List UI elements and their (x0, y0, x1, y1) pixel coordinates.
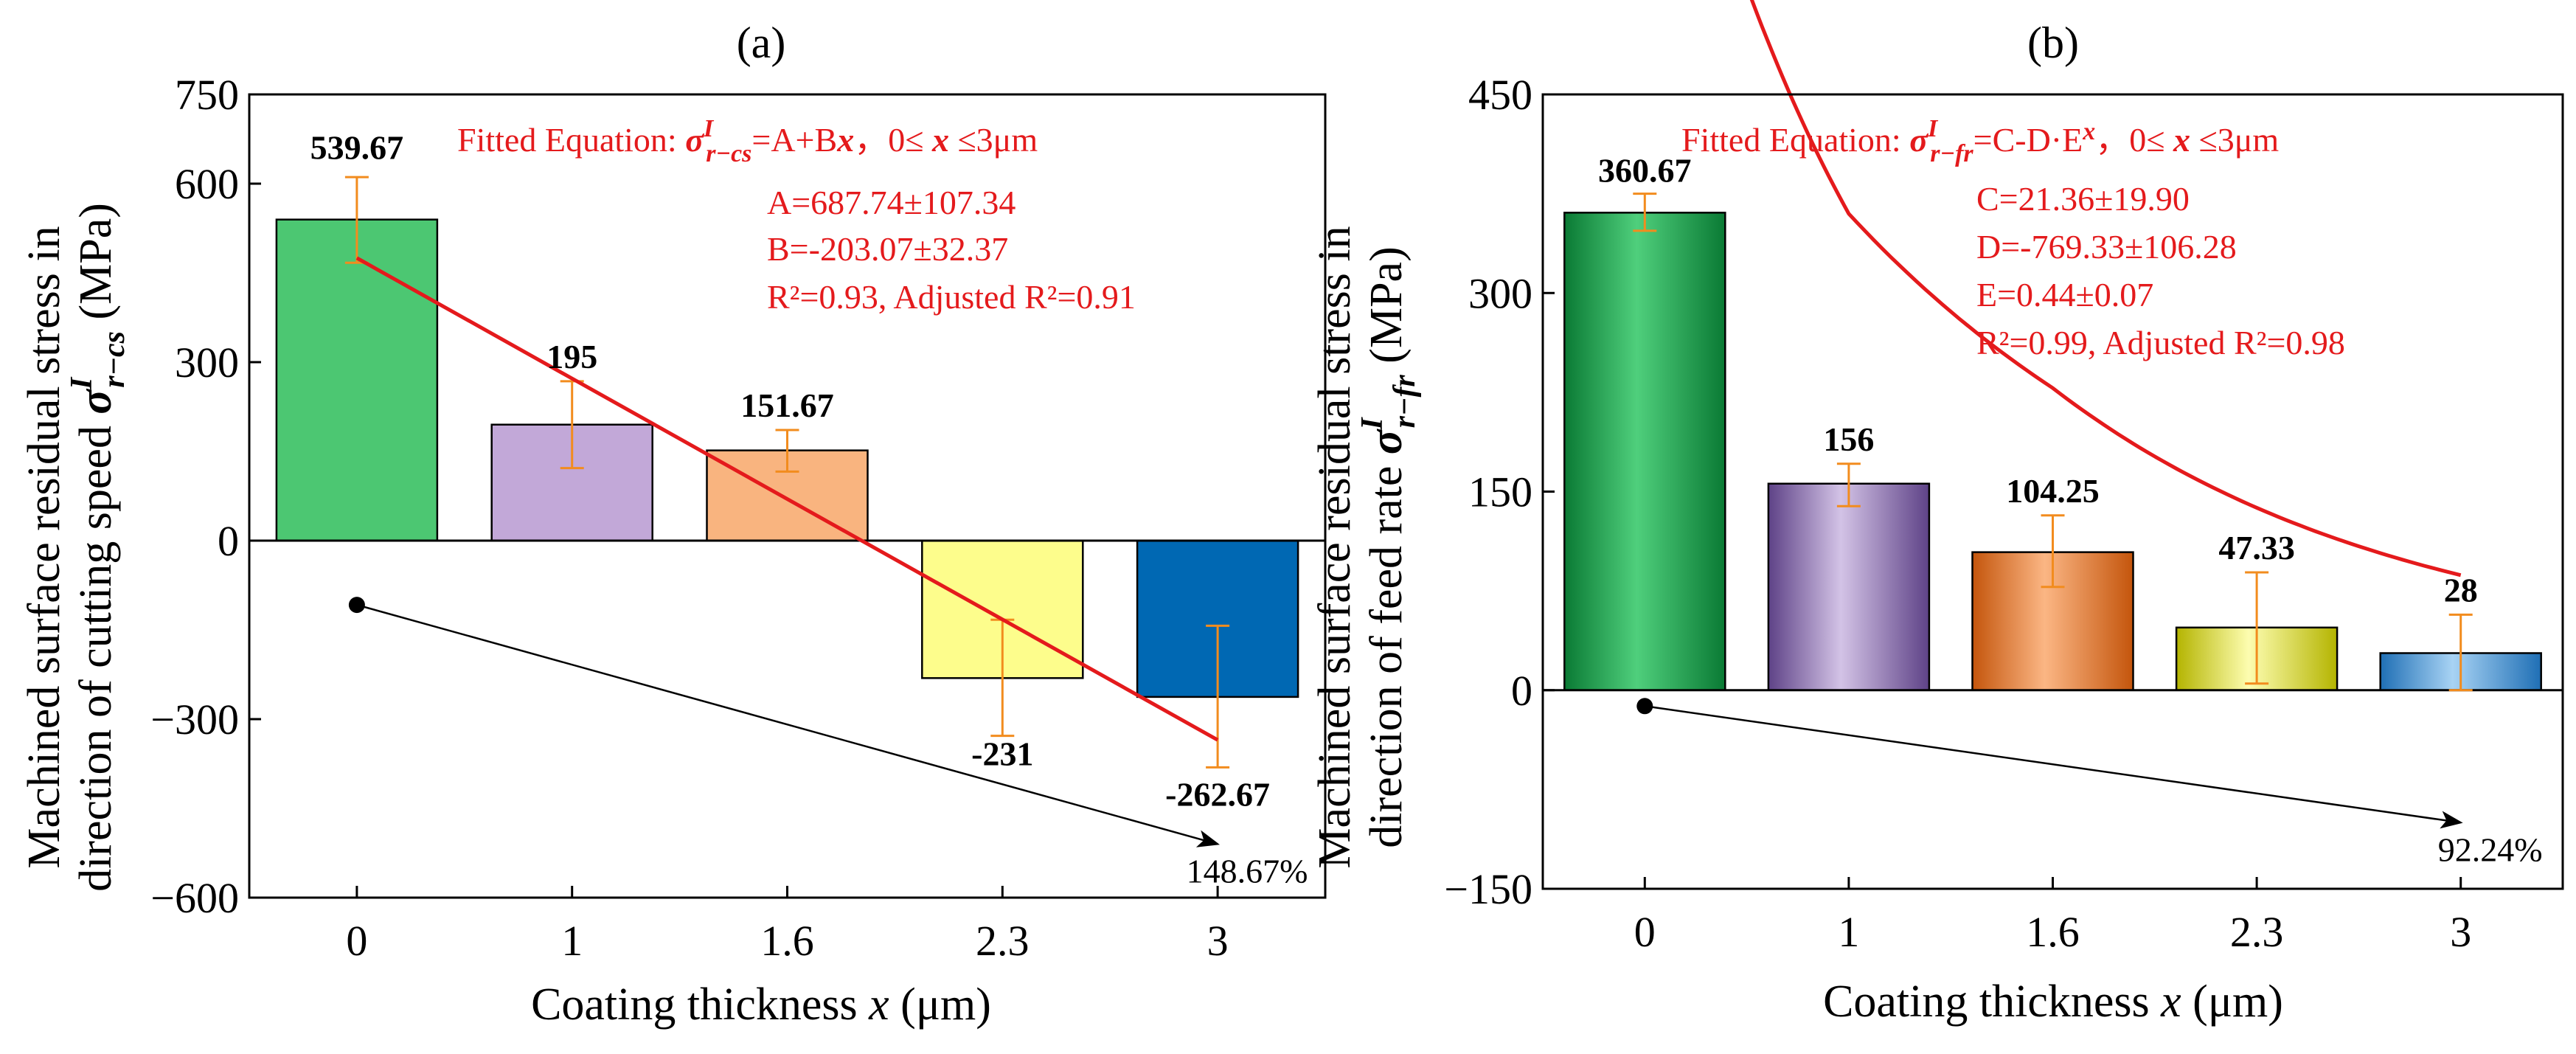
y-tick-label: −300 (150, 696, 239, 743)
x-tick-label: 2.3 (2230, 908, 2284, 956)
error-bar (2448, 613, 2473, 692)
reduction-percent-label: 148.67% (1187, 852, 1308, 890)
panel-b-y-ticks: 450 300 150 0 −150 (1444, 71, 1555, 913)
panel-b-equation-line1: Fitted Equation: σI r−fr=C-D·Ex，0≤ x ≤3μm (1681, 115, 2279, 167)
panel-b-label: (b) (2027, 18, 2079, 67)
arrow-line (1645, 705, 2463, 829)
panel-a-ylabel-line1: Machined surface residual stress in (19, 226, 69, 868)
panel-a-label: (a) (737, 18, 786, 67)
x-tick-label: 2.3 (976, 917, 1030, 965)
data-label: 539.67 (310, 129, 404, 167)
panel-a-xlabel: Coating thickness x (μm) (531, 980, 991, 1030)
error-bar (1633, 193, 1657, 232)
panel-a-equation-line1: Fitted Equation: σI r−cs=A+Bx，0≤ x ≤3μm (457, 115, 1038, 167)
panel-a-plot-frame (248, 93, 1327, 899)
y-tick-label: 300 (175, 339, 239, 386)
panel-b-param-c: C=21.36±19.90 (1976, 180, 2190, 218)
x-tick-label: 1 (1838, 908, 1859, 956)
panel-a-ylabel-line2: direction of cutting speed σIr−cs (MPa) (65, 203, 131, 892)
panel-a-fit-line (355, 256, 1219, 742)
panel-a-param-a: A=687.74±107.34 (767, 184, 1016, 221)
panel-a-data-labels: 539.67 195 151.67 -231 -262.67 (310, 129, 1270, 814)
x-tick-label: 1 (561, 917, 583, 965)
y-tick-label: −150 (1444, 865, 1532, 913)
data-label: -231 (971, 735, 1033, 773)
error-bar (775, 429, 799, 473)
panel-b-ylabel-line1: Machined surface residual stress in (1310, 226, 1360, 868)
x-tick-label: 3 (2450, 908, 2471, 956)
panel-b-fit-curve (1749, 0, 2462, 578)
y-tick-label: 0 (1511, 667, 1532, 715)
x-tick-label: 1.6 (760, 917, 814, 965)
panel-a-x-ticks: 0 1 1.6 2.3 3 (346, 886, 1229, 965)
panel-a-y-ticks: 750 600 300 0 −300 −600 (150, 71, 261, 922)
panel-b-param-d: D=-769.33±106.28 (1976, 228, 2237, 266)
error-bar (2245, 571, 2269, 685)
panel-b: (b) Machined surface residual stress in … (1310, 0, 2564, 1027)
data-label: -262.67 (1165, 775, 1270, 813)
y-tick-label: 600 (175, 160, 239, 208)
data-label: 28 (2444, 571, 2478, 609)
y-tick-label: 0 (218, 517, 239, 565)
data-label: 47.33 (2218, 529, 2295, 566)
bar (1767, 482, 1931, 691)
x-tick-label: 3 (1207, 917, 1229, 965)
panel-b-error-bars (1633, 193, 2473, 692)
error-bar (1206, 624, 1230, 769)
arrow-line (356, 603, 1220, 847)
bar (1563, 212, 1726, 691)
y-tick-label: 150 (1468, 468, 1532, 516)
x-tick-label: 1.6 (2026, 908, 2080, 956)
bar (275, 218, 439, 542)
panel-a: (a) Machined surface residual stress in … (19, 18, 1327, 1030)
reduction-percent-label: 92.24% (2438, 831, 2543, 868)
data-label: 360.67 (1598, 151, 1692, 189)
panel-b-reduction-arrow: 92.24% (1636, 698, 2543, 868)
error-bar (1836, 462, 1861, 507)
data-label: 151.67 (740, 386, 834, 424)
panel-b-xlabel: Coating thickness x (μm) (1823, 977, 2283, 1027)
fit-curve (1749, 0, 2462, 578)
panel-a-param-r2: R²=0.93, Adjusted R²=0.91 (767, 278, 1136, 316)
x-tick-label: 0 (346, 917, 367, 965)
fit-line (355, 256, 1219, 742)
data-label: 156 (1823, 420, 1874, 458)
y-tick-label: 300 (1468, 269, 1532, 317)
panel-b-ylabel-line2: direction of feed rate σIr−fr (MPa) (1355, 246, 1422, 847)
panel-b-data-labels: 360.67 156 104.25 47.33 28 (1598, 151, 2478, 609)
panel-a-param-b: B=-203.07±32.37 (767, 230, 1008, 268)
x-tick-label: 0 (1634, 908, 1656, 956)
panel-b-x-ticks: 0 1 1.6 2.3 3 (1634, 877, 2471, 956)
y-tick-label: 750 (175, 71, 239, 119)
data-label: 104.25 (2006, 472, 2100, 510)
panel-b-param-e: E=0.44±0.07 (1976, 276, 2153, 313)
panel-a-reduction-arrow: 148.67% (348, 597, 1308, 890)
data-label: 195 (546, 338, 597, 375)
panel-b-param-r2: R²=0.99, Adjusted R²=0.98 (1976, 324, 2345, 361)
y-tick-label: −600 (150, 874, 239, 922)
y-tick-label: 450 (1468, 71, 1532, 119)
error-bar (2041, 514, 2065, 589)
panel-b-plot-frame (1541, 93, 2564, 890)
